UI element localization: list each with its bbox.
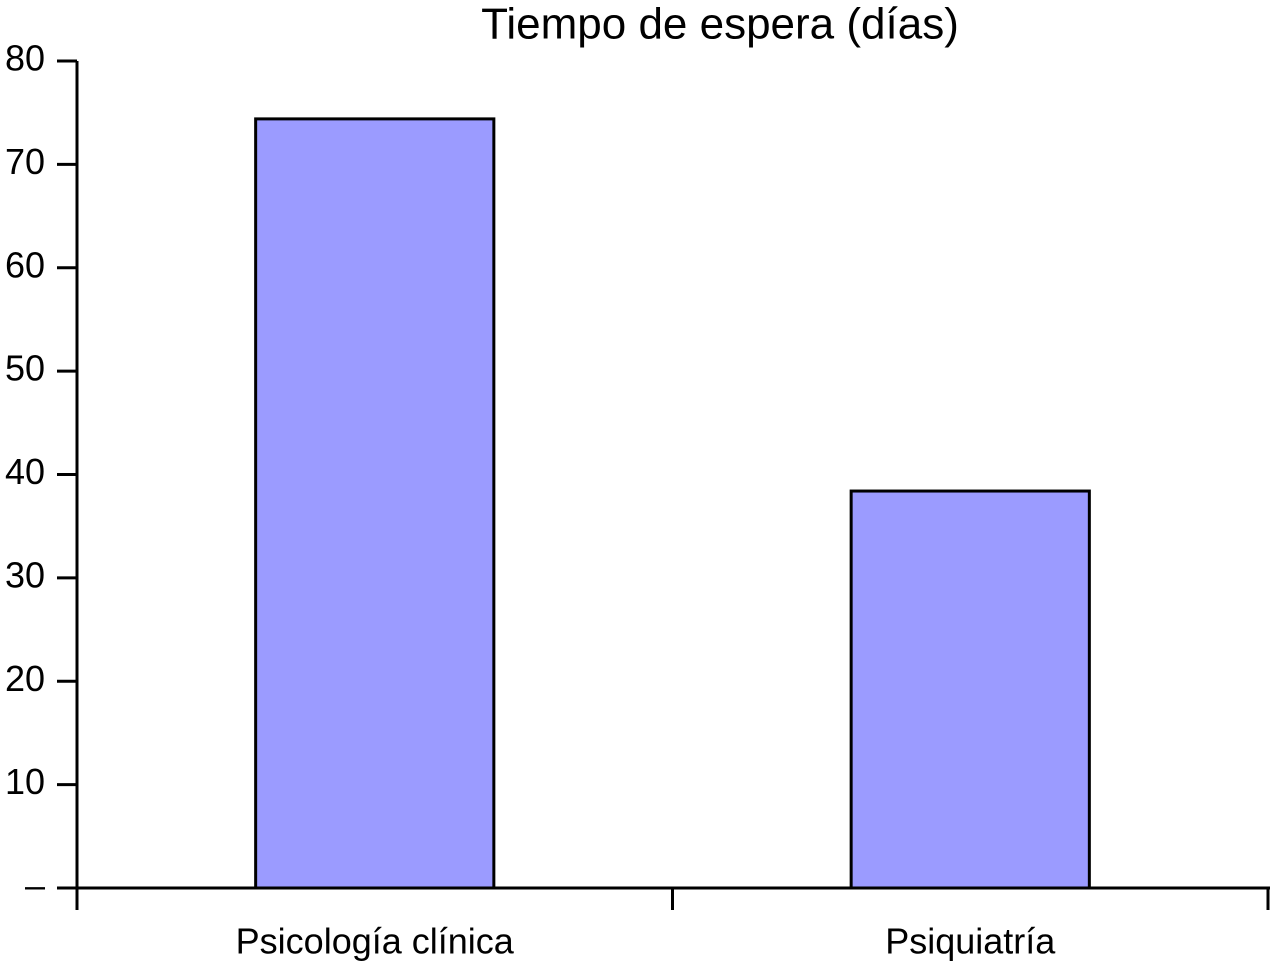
y-tick-label: 10 (5, 761, 45, 802)
bar (849, 489, 1091, 890)
y-tick-label: 50 (5, 348, 45, 389)
y-tick-label: 20 (5, 658, 45, 699)
x-tick-label: Psiquiatría (885, 921, 1056, 962)
x-tick-label: Psicología clínica (236, 921, 515, 962)
y-tick-label: 70 (5, 141, 45, 182)
y-tick-label: 60 (5, 244, 45, 285)
y-tick-label: 40 (5, 451, 45, 492)
chart-title: Tiempo de espera (días) (481, 0, 959, 49)
bar (254, 117, 496, 890)
y-tick-label: 80 (5, 38, 45, 79)
y-tick-label: 30 (5, 554, 45, 595)
y-tick-label: – (25, 865, 45, 906)
